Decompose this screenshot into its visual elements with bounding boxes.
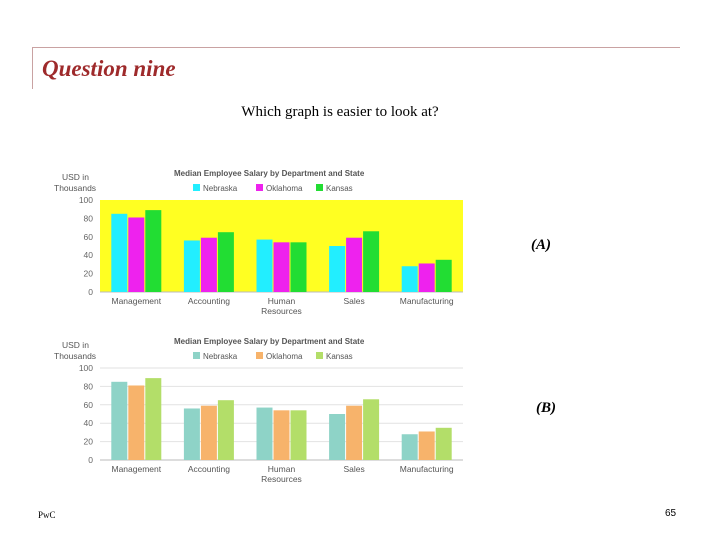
chart-a-svg: 0 20 40 60 80 100 USD in Thousands Median Employ… bbox=[54, 169, 463, 316]
chart-b-y-tick-label: 0 bbox=[88, 455, 93, 465]
chart-a-legend-swatch bbox=[193, 184, 200, 191]
chart-b-title: Median Employee Salary by Department and… bbox=[174, 337, 365, 346]
chart-b-legend-label: Kansas bbox=[326, 352, 353, 361]
chart-a-legend-label: Oklahoma bbox=[266, 184, 303, 193]
chart-b-bar-oklahoma bbox=[200, 405, 217, 460]
slide-title: Question nine bbox=[42, 56, 176, 81]
chart-a-bar-kansas bbox=[145, 210, 162, 292]
chart-b-y-tick-label: 20 bbox=[84, 437, 94, 447]
chart-b-legend-swatch bbox=[316, 352, 323, 359]
frame-line-top bbox=[32, 47, 680, 48]
chart-a-y-tick-label: 80 bbox=[84, 213, 94, 223]
chart-b-legend-label: Oklahoma bbox=[266, 352, 303, 361]
chart-a-y-tick-label: 0 bbox=[88, 287, 93, 297]
chart-a-x-tick-label: Manufacturing bbox=[400, 296, 454, 306]
chart-a-x-tick-label: Management bbox=[111, 296, 161, 306]
chart-a-y-tick-label: 60 bbox=[84, 232, 94, 242]
chart-b-y-axis-label: USD in Thousands bbox=[54, 340, 96, 361]
chart-a-bar-nebraska bbox=[256, 239, 273, 292]
page-number: 65 bbox=[665, 508, 677, 519]
chart-a-bar-oklahoma bbox=[346, 237, 363, 292]
chart-b-y-tick-label: 40 bbox=[84, 418, 94, 428]
chart-a-bar-kansas bbox=[435, 259, 452, 292]
chart-a-bar-nebraska bbox=[111, 213, 128, 292]
chart-a-x-tick-label: Human Resources bbox=[261, 296, 302, 316]
chart-a-legend-swatch bbox=[316, 184, 323, 191]
chart-a-bar-nebraska bbox=[183, 240, 200, 292]
chart-b-legend-label: Nebraska bbox=[203, 352, 238, 361]
chart-b-legend-swatch bbox=[193, 352, 200, 359]
question-text: Which graph is easier to look at? bbox=[241, 104, 439, 120]
chart-b-bar-nebraska bbox=[401, 434, 418, 460]
chart-b-y-tick-label: 60 bbox=[84, 400, 94, 410]
chart-b-x-tick-label: Manufacturing bbox=[400, 464, 454, 474]
chart-b-bar-oklahoma bbox=[418, 431, 435, 460]
chart-b-bar-oklahoma bbox=[273, 410, 290, 460]
chart-a-bar-kansas bbox=[290, 242, 307, 292]
chart-b-bar-oklahoma bbox=[346, 405, 363, 460]
footer-brand: PwC bbox=[38, 510, 56, 520]
chart-a-y-axis-label: USD in Thousands bbox=[54, 172, 96, 193]
chart-a-bar-kansas bbox=[363, 231, 380, 292]
chart-a-bar-oklahoma bbox=[418, 263, 435, 292]
chart-a-title: Median Employee Salary by Department and… bbox=[174, 169, 365, 178]
chart-a-y-tick-label: 20 bbox=[84, 269, 94, 279]
chart-a-x-tick-label: Accounting bbox=[188, 296, 230, 306]
chart-b-y-tick-label: 100 bbox=[79, 363, 93, 373]
chart-a-bar-nebraska bbox=[401, 266, 418, 292]
chart-a-y-tick-label: 100 bbox=[79, 195, 93, 205]
chart-b-svg: 0 20 40 60 80 100 USD in Thousands Median Employ… bbox=[54, 337, 463, 484]
chart-a-bar-oklahoma bbox=[200, 237, 217, 292]
chart-a-legend-label: Nebraska bbox=[203, 184, 238, 193]
chart-b-bar-nebraska bbox=[329, 414, 346, 460]
frame-line-left bbox=[32, 47, 33, 89]
chart-b-y-tick-label: 80 bbox=[84, 381, 94, 391]
chart-a-bar-kansas bbox=[217, 232, 234, 292]
chart-b-x-tick-label: Accounting bbox=[188, 464, 230, 474]
chart-b-x-tick-label: Sales bbox=[343, 464, 364, 474]
chart-b-bar-kansas bbox=[290, 410, 307, 460]
chart-b-x-tick-label: Management bbox=[111, 464, 161, 474]
chart-b-bar-nebraska bbox=[256, 407, 273, 460]
chart-b-bar-nebraska bbox=[111, 381, 128, 460]
choice-label-b: (B) bbox=[536, 400, 556, 416]
chart-a-bar-oklahoma bbox=[273, 242, 290, 292]
choice-label-a: (A) bbox=[531, 237, 551, 253]
chart-a: 0 20 40 60 80 100 USD in Thousands Median Employ… bbox=[48, 158, 468, 318]
chart-b: 0 20 40 60 80 100 USD in Thousands Median Employ… bbox=[48, 326, 468, 486]
chart-a-legend-swatch bbox=[256, 184, 263, 191]
chart-b-bar-oklahoma bbox=[128, 385, 145, 460]
chart-b-bar-kansas bbox=[435, 427, 452, 460]
chart-a-bar-nebraska bbox=[329, 246, 346, 292]
chart-a-y-tick-label: 40 bbox=[84, 250, 94, 260]
chart-b-bar-kansas bbox=[363, 399, 380, 460]
chart-b-legend-swatch bbox=[256, 352, 263, 359]
chart-a-bar-oklahoma bbox=[128, 217, 145, 292]
chart-b-bar-nebraska bbox=[183, 408, 200, 460]
chart-b-bar-kansas bbox=[145, 378, 162, 460]
chart-a-x-tick-label: Sales bbox=[343, 296, 364, 306]
chart-b-x-tick-label: Human Resources bbox=[261, 464, 302, 484]
chart-a-legend-label: Kansas bbox=[326, 184, 353, 193]
chart-b-bar-kansas bbox=[217, 400, 234, 460]
